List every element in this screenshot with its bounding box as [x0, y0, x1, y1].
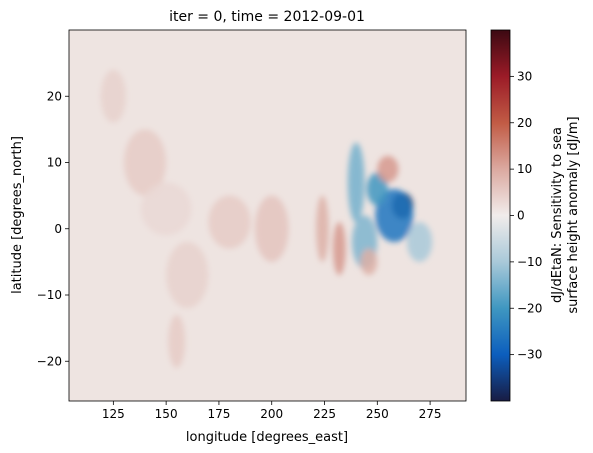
- colorbar-label-line2: surface height anomaly [dJ/m]: [566, 116, 581, 313]
- y-tick-label: −10: [37, 288, 62, 302]
- colorbar-tick-label: 10: [517, 162, 532, 176]
- x-tick-label: 200: [260, 407, 283, 421]
- field-feature-9: [360, 248, 378, 276]
- field-feature-13: [100, 69, 127, 123]
- colorbar-tick-label: −10: [517, 255, 542, 269]
- field-feature-3: [347, 142, 365, 223]
- y-axis-label: latitude [degrees_north]: [10, 136, 25, 294]
- x-tick-label: 250: [366, 407, 389, 421]
- plot-area: [68, 29, 467, 402]
- y-tick-label: 10: [47, 156, 62, 170]
- x-tick-label: 275: [419, 407, 442, 421]
- field-feature-1: [375, 189, 414, 242]
- field-feature-14: [166, 242, 209, 309]
- colorbar-tick-label: 30: [517, 69, 532, 83]
- x-tick-label: 175: [207, 407, 230, 421]
- field-feature-10: [254, 195, 289, 262]
- colorbar-bar: [490, 29, 511, 402]
- colorbar-label-line1: dJ/dEtaN: Sensitivity to sea: [550, 127, 565, 303]
- y-tick-label: −20: [37, 354, 62, 368]
- x-tick-label: 125: [102, 407, 125, 421]
- y-tick-label: 0: [54, 222, 62, 236]
- y-axis: −20 −10 0 10 20: [37, 89, 69, 368]
- colorbar-tick-label: −20: [517, 301, 542, 315]
- field-feature-12: [123, 129, 167, 196]
- x-tick-label: 225: [313, 407, 336, 421]
- colorbar-ticks: −30 −20 −10 0 10 20 30: [510, 69, 542, 362]
- field-feature-7: [332, 222, 346, 276]
- field-feature-16: [140, 182, 192, 236]
- x-axis: 125 150 175 200 225 250 275: [102, 401, 442, 421]
- field-feature-2: [366, 172, 388, 206]
- field-feature-8: [316, 195, 329, 262]
- colorbar: −30 −20 −10 0 10 20 30 dJ/dEtaN: Sensitivity t…: [490, 29, 581, 402]
- colorbar-tick-label: 20: [517, 116, 532, 130]
- colorbar-tick-label: −30: [517, 348, 542, 362]
- field-feature-5: [406, 222, 433, 262]
- field-feature-6: [377, 155, 399, 183]
- y-tick-label: 20: [47, 89, 62, 103]
- colorbar-tick-label: 0: [517, 209, 525, 223]
- plot-frame: [68, 29, 467, 402]
- x-axis-label: longitude [degrees_east]: [186, 430, 348, 445]
- x-tick-label: 150: [155, 407, 178, 421]
- field-feature-15: [168, 314, 186, 368]
- field-feature-11: [208, 195, 251, 249]
- sensitivity-field: [100, 69, 433, 368]
- chart-title: iter = 0, time = 2012-09-01: [169, 9, 365, 25]
